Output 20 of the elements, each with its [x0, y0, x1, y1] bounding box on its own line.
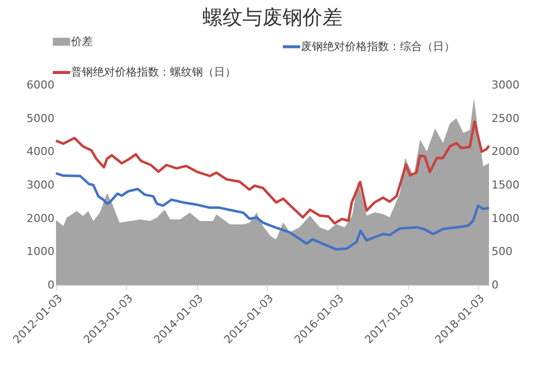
- y2-tick-label: 2000: [492, 145, 520, 158]
- legend-label: 普钢绝对价格指数：螺纹钢（日）: [71, 66, 236, 78]
- y2-tick-label: 500: [492, 245, 512, 258]
- legend-label: 价差: [70, 34, 93, 48]
- y-tick-label: 0: [48, 278, 54, 292]
- y2-tick-label: 1500: [492, 178, 520, 192]
- y-tick-label: 5000: [26, 112, 54, 125]
- y2-tick-label: 3000: [492, 78, 520, 92]
- y-tick-label: 6000: [26, 78, 54, 92]
- y-tick-label: 3000: [26, 178, 54, 192]
- y-tick-label: 2000: [26, 212, 54, 225]
- legend-label: 废钢绝对价格指数：综合（日）: [301, 40, 455, 53]
- chart-title: 螺纹与废钢价差: [202, 5, 342, 29]
- line-series: [54, 172, 490, 251]
- y2-tick-label: 2500: [492, 112, 520, 125]
- y-tick-label: 1000: [26, 245, 54, 258]
- line-series: [54, 120, 490, 225]
- y2-tick-label: 1000: [492, 212, 520, 225]
- y-tick-label: 4000: [26, 145, 54, 158]
- y2-tick-label: 0: [492, 278, 498, 292]
